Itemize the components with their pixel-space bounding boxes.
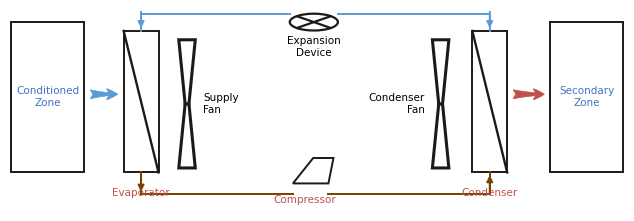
Bar	[124, 31, 158, 172]
Text: Supply
Fan: Supply Fan	[203, 93, 238, 115]
Text: Secondary
Zone: Secondary Zone	[559, 86, 614, 108]
Polygon shape	[179, 40, 195, 104]
Text: Evaporator: Evaporator	[112, 188, 170, 198]
Polygon shape	[293, 158, 333, 183]
Bar	[472, 31, 507, 172]
Text: Condenser
Fan: Condenser Fan	[368, 93, 425, 115]
Text: Expansion
Device: Expansion Device	[287, 36, 340, 58]
Polygon shape	[432, 104, 449, 168]
Text: Conditioned
Zone: Conditioned Zone	[16, 86, 79, 108]
Text: Compressor: Compressor	[273, 195, 335, 205]
Bar	[11, 22, 84, 172]
Bar	[550, 22, 623, 172]
Text: Condenser: Condenser	[462, 188, 518, 198]
Polygon shape	[432, 40, 449, 104]
Polygon shape	[179, 104, 195, 168]
